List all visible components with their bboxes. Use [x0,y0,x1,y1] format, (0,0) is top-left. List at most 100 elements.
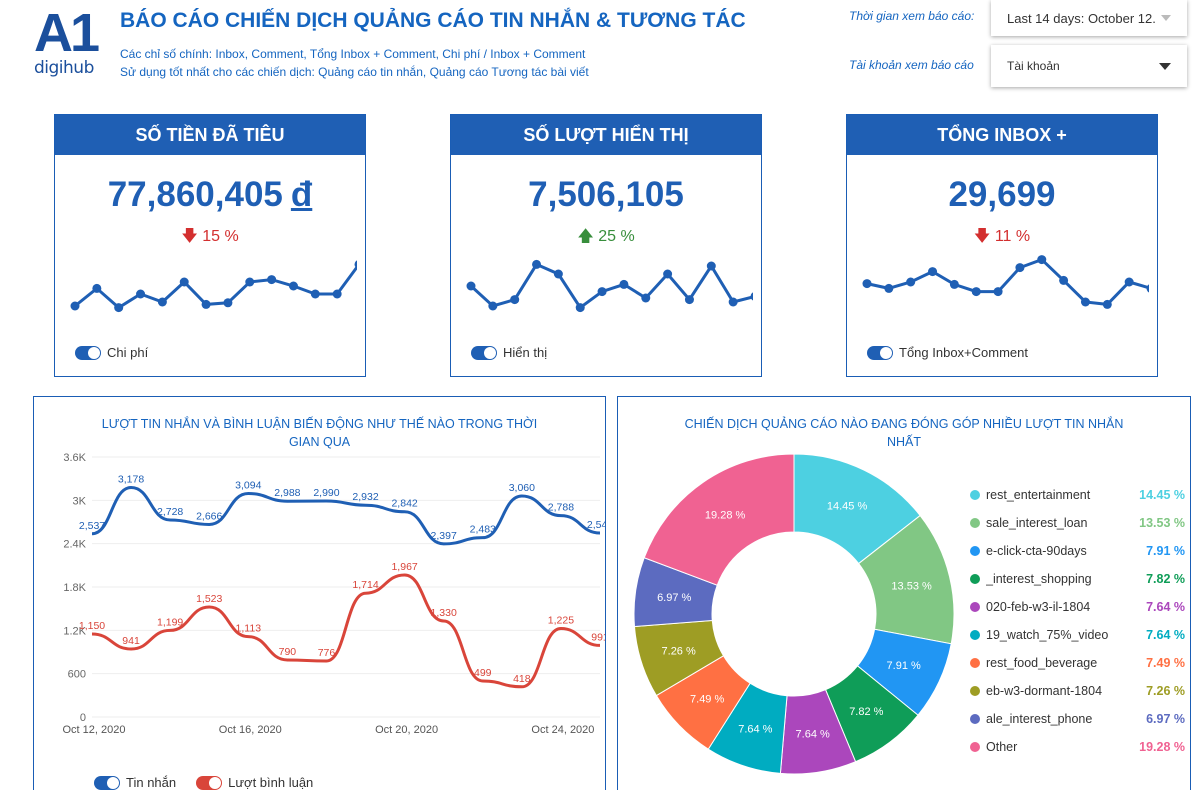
legend-swatch [970,686,980,696]
kpi-title: SỐ LƯỢT HIỂN THỊ [451,115,761,155]
subtitle-usage: Sử dụng tốt nhất cho các chiến dịch: Quả… [120,65,589,79]
arrow-up-icon: 🡅 [577,228,593,245]
legend-name: e-click-cta-90days [986,544,1125,558]
sparkline-point [1059,276,1068,285]
toggle-label: Tổng Inbox+Comment [899,345,1028,360]
series-line [92,575,600,687]
legend-percent: 13.53 % [1125,516,1185,530]
subtitle-metrics: Các chỉ số chính: Inbox, Comment, Tổng I… [120,47,585,61]
data-label: 2,728 [157,506,183,518]
x-tick-label: Oct 20, 2020 [375,724,438,736]
sparkline-point [950,280,959,289]
kpi-card-impressions: SỐ LƯỢT HIỂN THỊ 7,506,105 🡅 25 % Hiển t… [450,114,762,377]
legend-name: eb-w3-dormant-1804 [986,684,1125,698]
data-label: 2,397 [431,530,457,542]
data-label: 1,330 [431,607,457,619]
toggle-switch[interactable] [94,776,120,790]
date-range-value: Last 14 days: October 12... [1007,11,1155,26]
arrow-down-icon: 🡇 [181,228,197,245]
account-value: Tài khoản [1007,59,1153,73]
sparkline-point [333,290,342,299]
sparkline-point [906,278,915,287]
toggle-switch[interactable] [196,776,222,790]
legend-percent: 7.26 % [1125,684,1185,698]
kpi-delta-value: 25 % [598,228,634,245]
sparkline-point [71,302,80,311]
sparkline-point [158,298,167,307]
data-label: 2,842 [391,498,417,510]
date-range-dropdown[interactable]: Last 14 days: October 12... [991,0,1187,36]
data-label: 1,523 [196,593,222,605]
kpi-value: 29,699 [847,175,1157,215]
legend-name: rest_entertainment [986,488,1125,502]
x-tick-label: Oct 24, 2020 [531,724,594,736]
kpi-value-number: 29,699 [948,175,1055,214]
data-label: 418 [513,673,531,685]
toggle-switch[interactable] [867,346,893,360]
legend-percent: 6.97 % [1125,712,1185,726]
legend-item[interactable]: eb-w3-dormant-1804 7.26 % [970,684,1185,698]
data-label: 941 [122,635,140,647]
legend-name: rest_food_beverage [986,656,1125,670]
legend-item[interactable]: Other 19.28 % [970,740,1185,754]
sparkline-point [928,267,937,276]
toggle-switch[interactable] [75,346,101,360]
data-label: 2,547 [587,519,605,531]
toggle-switch[interactable] [471,346,497,360]
sparkline-point [663,270,672,279]
slice-label: 13.53 % [891,581,932,593]
data-label: 1,150 [79,620,105,632]
toggle-label: Hiển thị [503,345,547,360]
data-label: 2,788 [548,502,574,514]
sparkline-point [1125,278,1134,287]
account-dropdown[interactable]: Tài khoản [991,45,1187,87]
legend-name: sale_interest_loan [986,516,1125,530]
legend-item[interactable]: 19_watch_75%_video 7.64 % [970,628,1185,642]
currency-symbol: đ [291,175,312,214]
logo-main: A1 [34,6,97,60]
data-label: 2,483 [470,524,496,536]
chevron-down-icon [1159,63,1171,70]
legend-item[interactable]: e-click-cta-90days 7.91 % [970,544,1185,558]
legend-item-messages[interactable]: Tin nhắn [94,775,176,790]
y-tick-label: 3.6K [63,452,86,464]
legend-swatch [970,630,980,640]
data-label: 2,537 [79,520,105,532]
legend-item[interactable]: rest_food_beverage 7.49 % [970,656,1185,670]
sparkline-point [994,287,1003,296]
data-label: 499 [474,667,492,679]
legend-item[interactable]: sale_interest_loan 13.53 % [970,516,1185,530]
kpi-value-number: 77,860,405 [108,175,283,214]
sparkline-point [1081,298,1090,307]
legend-item[interactable]: rest_entertainment 14.45 % [970,488,1185,502]
kpi-delta-value: 15 % [202,228,238,245]
account-label: Tài khoản xem báo cáo [849,58,974,72]
series-toggle[interactable]: Hiển thị [471,345,547,360]
legend-item[interactable]: 020-feb-w3-il-1804 7.64 % [970,600,1185,614]
series-toggle[interactable]: Tổng Inbox+Comment [867,345,1028,360]
legend-percent: 7.91 % [1125,544,1185,558]
sparkline-point [641,294,650,303]
data-label: 1,967 [391,561,417,573]
legend-swatch [970,574,980,584]
sparkline-point [1015,263,1024,272]
sparkline-point [1103,300,1112,309]
data-label: 776 [318,647,336,659]
y-tick-label: 3K [73,495,87,507]
arrow-down-icon: 🡇 [974,228,990,245]
legend-item-comments[interactable]: Lượt bình luận [196,775,313,790]
sparkline-inbox [859,245,1149,335]
legend-percent: 7.82 % [1125,572,1185,586]
legend-name: ale_interest_phone [986,712,1125,726]
kpi-delta-value: 11 % [995,228,1030,245]
series-toggle[interactable]: Chi phí [75,345,148,360]
page-title: BÁO CÁO CHIẾN DỊCH QUẢNG CÁO TIN NHẮN & … [120,9,746,33]
sparkline-point [92,284,101,293]
slice-label: 19.28 % [705,510,746,522]
y-tick-label: 1.8K [63,582,86,594]
slice-label: 6.97 % [657,592,691,604]
legend-item[interactable]: ale_interest_phone 6.97 % [970,712,1185,726]
legend-item[interactable]: _interest_shopping 7.82 % [970,572,1185,586]
sparkline-point [972,287,981,296]
